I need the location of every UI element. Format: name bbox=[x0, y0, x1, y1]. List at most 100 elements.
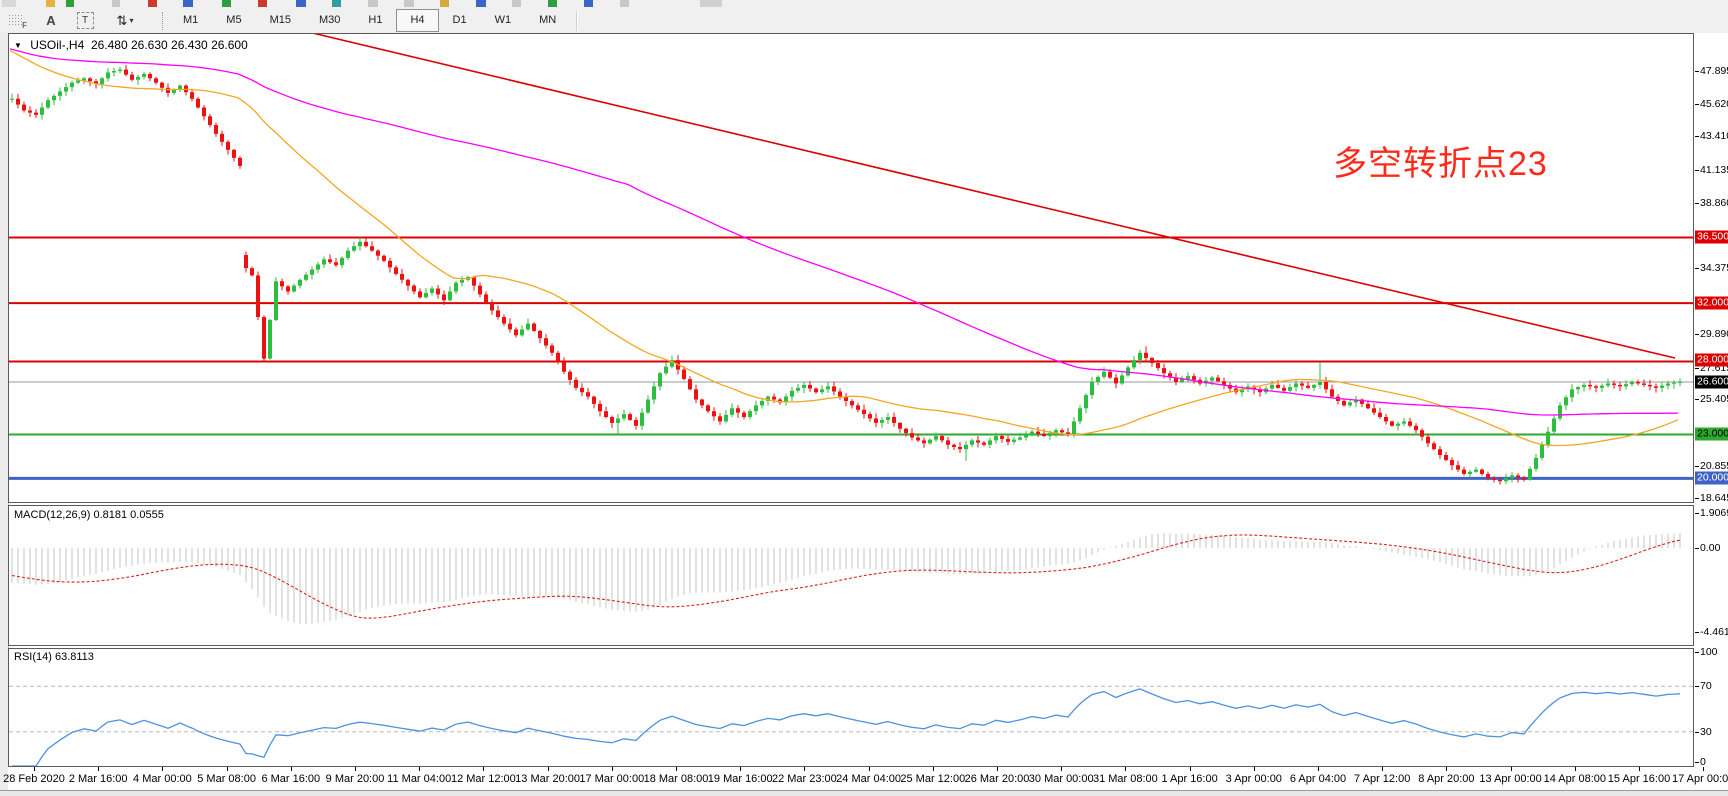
text-box-tool-button[interactable]: T bbox=[68, 10, 102, 31]
time-axis-label: 3 Apr 00:00 bbox=[1225, 773, 1282, 785]
price-axis-label: 18.645 bbox=[1700, 492, 1728, 504]
time-axis-label: 13 Apr 00:00 bbox=[1479, 773, 1542, 785]
price-axis-tick bbox=[1695, 334, 1699, 335]
price-axis-label: 47.895 bbox=[1700, 65, 1728, 77]
time-axis-label: 30 Mar 00:00 bbox=[1028, 773, 1094, 785]
time-axis-label: 26 Mar 20:00 bbox=[964, 773, 1030, 785]
price-axis-column[interactable] bbox=[1695, 33, 1728, 790]
rsi-axis-label: 100 bbox=[1700, 646, 1718, 658]
timeframe-button-m15[interactable]: M15 bbox=[269, 14, 291, 26]
main-chart-pane[interactable] bbox=[8, 33, 1694, 503]
toolbar-icon-fragment bbox=[46, 0, 55, 7]
toolbar-icon-fragment bbox=[183, 0, 193, 7]
timeframe-button-m1[interactable]: M1 bbox=[183, 14, 199, 26]
toolbar-icon-fragment bbox=[332, 0, 341, 7]
time-axis-tick bbox=[98, 767, 100, 771]
time-axis-tick bbox=[1189, 767, 1191, 771]
time-axis-tick bbox=[1703, 767, 1705, 771]
price-axis-tick bbox=[1695, 136, 1699, 137]
time-axis-label: 6 Apr 04:00 bbox=[1289, 773, 1347, 785]
letter-a-icon: A bbox=[46, 13, 56, 28]
rsi-axis-tick bbox=[1695, 762, 1699, 763]
time-axis-tick bbox=[804, 767, 806, 771]
chart-title: ▼ USOil-,H4 26.480 26.630 26.430 26.600 bbox=[14, 38, 248, 52]
cycle-arrows-icon: ⇅ bbox=[116, 12, 128, 28]
macd-axis-label: 1.9069 bbox=[1700, 507, 1728, 519]
time-axis-tick bbox=[419, 767, 421, 771]
timeframe-button-mn[interactable]: MN bbox=[539, 14, 557, 26]
timeframe-button-m5[interactable]: M5 bbox=[226, 14, 242, 26]
hline-price-tag: 20.000 bbox=[1695, 471, 1728, 485]
window-bottom-edge bbox=[0, 790, 1728, 796]
price-axis-label: 43.410 bbox=[1700, 130, 1728, 142]
price-axis-label: 41.135 bbox=[1700, 164, 1728, 176]
time-axis[interactable]: 28 Feb 2020 2 Mar 16:00 4 Mar 00:00 5 Mar 0… bbox=[3, 767, 1728, 790]
timeframe-button-h1[interactable]: H1 bbox=[368, 14, 383, 26]
toolbar-icon-fragment bbox=[296, 0, 306, 7]
time-axis-tick bbox=[1253, 767, 1255, 771]
time-axis-label: 2 Mar 16:00 bbox=[68, 773, 128, 785]
macd-canvas bbox=[11, 533, 1681, 624]
text-label-tool-button[interactable]: A bbox=[34, 10, 68, 31]
macd-axis-tick bbox=[1695, 513, 1699, 514]
chart-text-annotation[interactable]: 多空转折点23 bbox=[1333, 145, 1548, 183]
macd-label: MACD(12,26,9) 0.8181 0.0555 bbox=[14, 509, 164, 521]
time-axis-tick bbox=[1446, 767, 1448, 771]
grid-fractal-tool-button[interactable]: F bbox=[0, 10, 34, 31]
macd-axis-tick bbox=[1695, 632, 1699, 633]
time-axis-tick bbox=[226, 767, 228, 771]
rsi-axis-tick bbox=[1695, 732, 1699, 733]
price-axis-tick bbox=[1695, 203, 1699, 204]
toolbar-icon-fragment bbox=[512, 0, 521, 7]
hline-price-tag: 23.000 bbox=[1695, 427, 1728, 441]
time-axis-label: 7 Apr 12:00 bbox=[1354, 773, 1411, 785]
price-axis-label: 25.405 bbox=[1700, 393, 1728, 405]
time-axis-label: 17 Mar 00:00 bbox=[579, 773, 645, 785]
macd-axis-tick bbox=[1695, 548, 1699, 549]
timeframe-button-d1[interactable]: D1 bbox=[452, 14, 467, 26]
rsi-axis-label: 0 bbox=[1700, 756, 1706, 768]
toolbar-icon-fragment bbox=[2, 0, 16, 7]
price-axis-label: 20.855 bbox=[1700, 460, 1728, 472]
time-axis-label: 8 Apr 20:00 bbox=[1418, 773, 1475, 785]
price-axis-label: 45.620 bbox=[1700, 98, 1728, 110]
toolbar-icon-fragment bbox=[620, 0, 629, 7]
time-axis-tick bbox=[1125, 767, 1127, 771]
toolbar-icon-fragment bbox=[222, 0, 231, 7]
toolbar-icon-fragment bbox=[440, 0, 449, 7]
time-axis-label: 14 Apr 08:00 bbox=[1543, 773, 1606, 785]
toolbar-separator bbox=[576, 10, 579, 31]
time-axis-tick bbox=[34, 767, 35, 771]
macd-indicator-pane[interactable] bbox=[8, 505, 1694, 646]
time-axis-label: 28 Feb 2020 bbox=[3, 773, 65, 785]
time-axis-label: 18 Mar 08:00 bbox=[643, 773, 709, 785]
cycle-arrows-tool-button[interactable]: ⇅ ▾ bbox=[102, 10, 148, 31]
time-axis-label: 25 Mar 12:00 bbox=[900, 773, 966, 785]
toolbar-icon-fragment bbox=[584, 0, 593, 7]
time-axis-tick bbox=[997, 767, 998, 771]
toolbar-icon-fragment bbox=[404, 0, 414, 7]
time-axis-label: 31 Mar 08:00 bbox=[1092, 773, 1158, 785]
chart-dropdown-icon[interactable]: ▼ bbox=[14, 41, 22, 50]
price-axis-label: 29.890 bbox=[1700, 328, 1728, 340]
time-axis-label: 24 Mar 04:00 bbox=[836, 773, 902, 785]
price-axis-tick bbox=[1695, 170, 1699, 171]
time-axis-tick bbox=[290, 767, 292, 771]
toolbar-icon-fragment bbox=[258, 0, 267, 7]
timeframe-button-h4[interactable]: H4 bbox=[396, 9, 439, 32]
toolbar-icon-fragment bbox=[476, 0, 486, 7]
time-axis-tick bbox=[1382, 767, 1384, 771]
time-axis-label: 11 Mar 04:00 bbox=[387, 773, 452, 785]
grid-icon: F bbox=[9, 14, 27, 30]
main-chart-canvas[interactable] bbox=[9, 34, 1693, 502]
time-axis-label: 13 Mar 20:00 bbox=[515, 773, 581, 785]
macd-axis-label: 0.00 bbox=[1700, 542, 1721, 554]
timeframe-button-m30[interactable]: M30 bbox=[318, 14, 341, 26]
toolbar-icon-fragment bbox=[148, 0, 157, 7]
toolbar-icon-fragment bbox=[112, 0, 120, 7]
rsi-indicator-pane[interactable] bbox=[8, 648, 1694, 767]
timeframe-button-w1[interactable]: W1 bbox=[494, 14, 512, 26]
price-axis-tick bbox=[1695, 466, 1699, 467]
time-axis-tick bbox=[1574, 767, 1576, 771]
time-axis-tick bbox=[162, 767, 164, 771]
